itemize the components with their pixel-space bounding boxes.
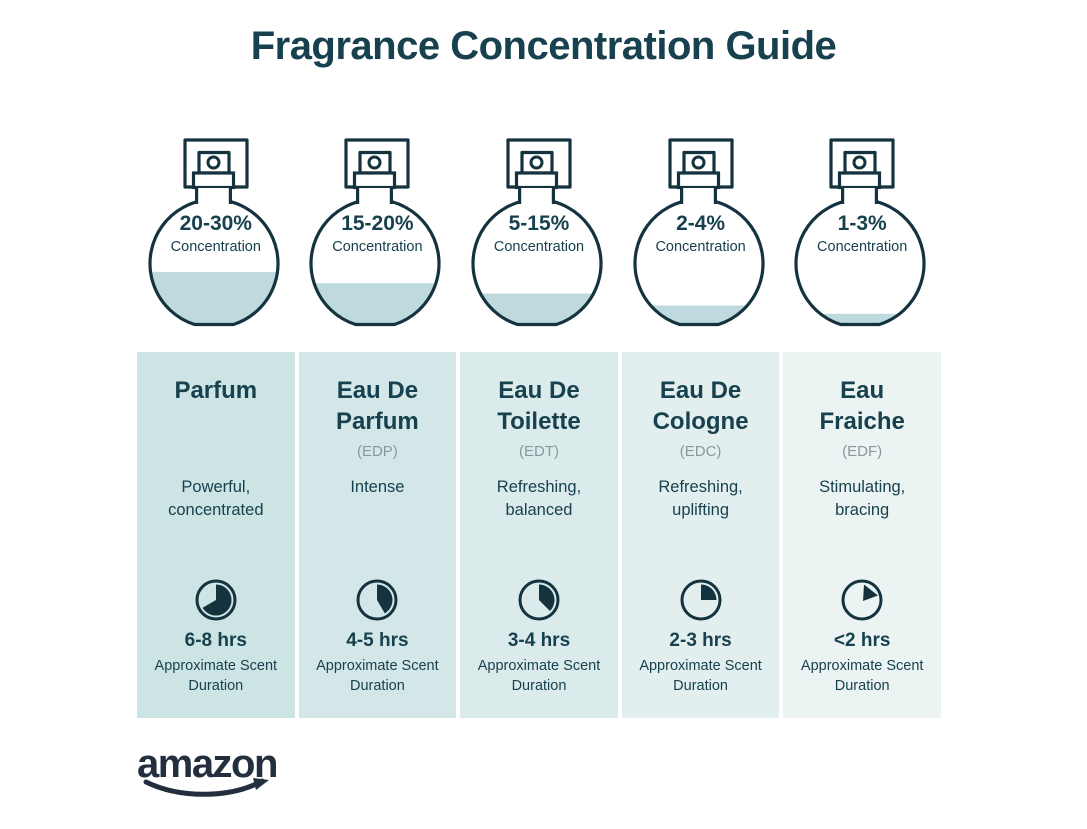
- concentration-label: 2-4% Concentration: [622, 212, 780, 255]
- bottle-graphic: [633, 138, 765, 327]
- category-name: Eau De Cologne: [652, 377, 749, 435]
- bottle-body: [472, 199, 601, 325]
- category-column: Eau De Parfum (EDP) Intense 4-5 hrs Appr…: [298, 352, 457, 718]
- category-description: Intense: [350, 478, 405, 496]
- clock-timer-icon: [518, 579, 560, 621]
- cap-collar: [838, 171, 882, 190]
- category-name: Eau Fraiche: [819, 377, 905, 435]
- category-header: Eau De Toilette (EDT): [483, 376, 595, 476]
- category-name: Parfum: [174, 377, 258, 404]
- perfume-bottle: 2-4% Concentration: [622, 135, 780, 335]
- clock-timer-icon: [841, 579, 883, 621]
- category-header: Eau De Cologne (EDC): [645, 376, 757, 476]
- page-title: Fragrance Concentration Guide: [250, 24, 837, 68]
- bottle-graphic: [309, 138, 441, 327]
- bottle-body: [796, 199, 925, 325]
- amazon-smile-icon: [143, 778, 269, 797]
- category-header: Eau De Parfum (EDP): [321, 376, 433, 476]
- category-description: Refreshing, uplifting: [658, 478, 743, 520]
- category-description: Powerful, concentrated: [168, 478, 264, 520]
- category-description: Stimulating, bracing: [819, 478, 906, 520]
- concentration-percent: 1-3%: [837, 212, 887, 235]
- duration-caption: Approximate Scent Duration: [800, 658, 924, 694]
- bottle-body: [634, 199, 763, 325]
- bottle-graphic: [471, 138, 603, 327]
- category-column: Parfum Powerful, concentrated 6-8 hrs Ap…: [137, 352, 295, 718]
- category-abbreviation: (EDF): [842, 443, 883, 461]
- perfume-bottle: 20-30% Concentration: [137, 135, 295, 335]
- duration-hours: 2-3 hrs: [669, 630, 732, 651]
- duration-caption: Approximate Scent Duration: [477, 658, 601, 694]
- nozzle-hole-icon: [367, 155, 382, 170]
- nozzle-hole-icon: [691, 155, 706, 170]
- bottles-row: 20-30% Concentration 15-20%: [137, 135, 941, 335]
- concentration-label: 20-30% Concentration: [137, 212, 295, 255]
- perfume-bottle: 1-3% Concentration: [783, 135, 941, 335]
- duration-clock: [517, 572, 561, 628]
- cap-collar: [514, 171, 559, 190]
- category-header: Parfum: [174, 376, 257, 476]
- concentration-percent: 15-20%: [341, 212, 414, 235]
- category-abbreviation: (EDP): [356, 443, 398, 461]
- bottle-neck: [679, 188, 717, 204]
- bottle-graphic: [148, 138, 280, 327]
- nozzle-hole-icon: [852, 155, 867, 170]
- bottle-neck: [841, 188, 879, 204]
- duration-caption: Approximate Scent Duration: [639, 658, 762, 694]
- duration-clock: [355, 572, 399, 628]
- duration-clock: [840, 572, 884, 628]
- category-column: Eau Fraiche (EDF) Stimulating, bracing <…: [783, 352, 941, 718]
- nozzle-hole-icon: [529, 155, 544, 170]
- concentration-percent: 2-4%: [676, 212, 726, 235]
- category-columns-row: Parfum Powerful, concentrated 6-8 hrs Ap…: [137, 352, 941, 718]
- nozzle-hole-icon: [206, 155, 221, 170]
- concentration-word: Concentration: [170, 239, 261, 256]
- cap-collar: [191, 171, 235, 190]
- concentration-label: 15-20% Concentration: [299, 212, 457, 255]
- duration-hours: 3-4 hrs: [507, 630, 571, 651]
- clock-timer-icon: [356, 579, 398, 621]
- duration-hours: 4-5 hrs: [346, 630, 409, 651]
- category-abbreviation: (EDC): [679, 443, 722, 461]
- bottle-neck: [517, 188, 555, 204]
- category-column: Eau De Toilette (EDT) Refreshing, balanc…: [460, 352, 618, 718]
- duration-caption: Approximate Scent Duration: [154, 658, 278, 694]
- category-name: Eau De Toilette: [497, 377, 581, 435]
- concentration-label: 5-15% Concentration: [460, 212, 618, 255]
- clock-timer-icon: [680, 579, 722, 621]
- concentration-label: 1-3% Concentration: [783, 212, 941, 255]
- duration-hours: 6-8 hrs: [184, 630, 247, 651]
- category-name: Eau De Parfum: [336, 377, 419, 435]
- concentration-word: Concentration: [332, 239, 423, 256]
- perfume-bottle: 5-15% Concentration: [460, 135, 618, 335]
- cap-collar: [676, 171, 720, 190]
- perfume-bottle: 15-20% Concentration: [299, 135, 457, 335]
- bottle-neck: [194, 188, 232, 204]
- concentration-percent: 5-15%: [508, 212, 570, 235]
- liquid-fill: [634, 305, 763, 325]
- bottle-graphic: [794, 138, 926, 327]
- clock-timer-icon: [195, 579, 237, 621]
- duration-caption: Approximate Scent Duration: [316, 658, 439, 694]
- concentration-word: Concentration: [817, 239, 908, 256]
- category-header: Eau Fraiche (EDF): [806, 376, 918, 476]
- concentration-word: Concentration: [655, 239, 746, 256]
- category-description: Refreshing, balanced: [496, 478, 582, 520]
- concentration-word: Concentration: [493, 239, 585, 256]
- amazon-logo: amazon: [137, 744, 307, 804]
- category-column: Eau De Cologne (EDC) Refreshing, uplifti…: [621, 352, 780, 718]
- duration-clock: [194, 572, 238, 628]
- concentration-percent: 20-30%: [179, 212, 252, 235]
- category-abbreviation: (EDT): [518, 443, 559, 461]
- liquid-fill: [796, 313, 925, 325]
- duration-clock: [679, 572, 723, 628]
- duration-hours: <2 hrs: [833, 630, 891, 651]
- bottle-neck: [356, 188, 394, 204]
- cap-collar: [353, 171, 397, 190]
- amazon-wordmark: amazon: [137, 742, 278, 786]
